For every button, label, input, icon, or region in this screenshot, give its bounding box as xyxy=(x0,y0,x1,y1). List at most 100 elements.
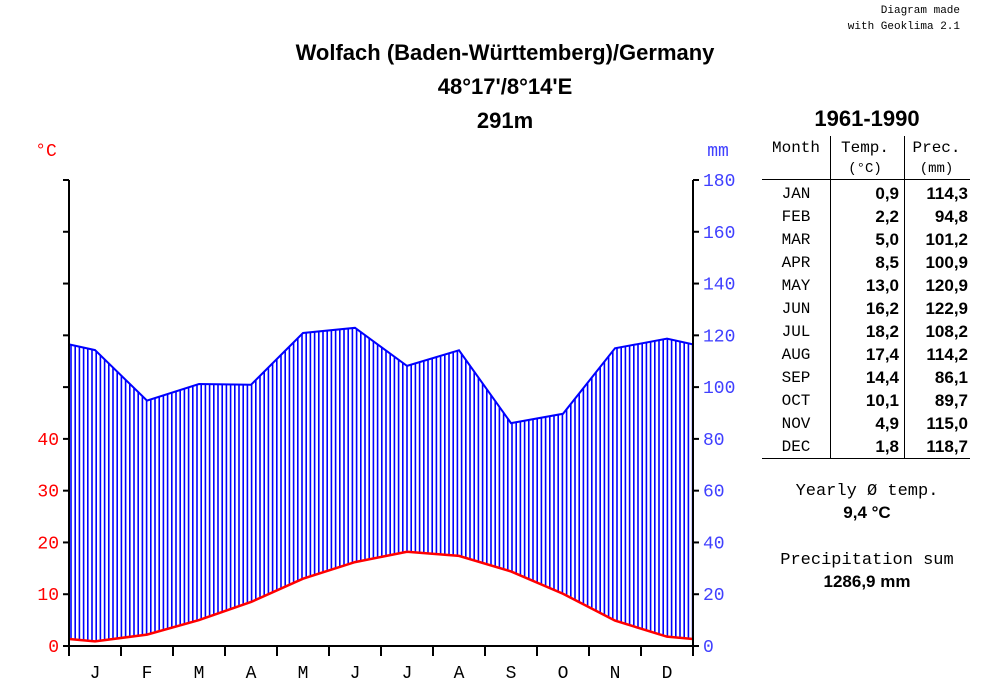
row-prec: 115,0 xyxy=(904,412,970,435)
precipitation-line xyxy=(68,326,694,425)
row-prec: 86,1 xyxy=(904,366,970,389)
row-prec: 114,3 xyxy=(904,179,970,205)
row-month: FEB xyxy=(781,207,811,226)
row-temp: 14,4 xyxy=(830,366,905,389)
precipitation-point xyxy=(146,399,148,402)
right-tick-label: 60 xyxy=(703,483,725,503)
precipitation-hatching xyxy=(70,328,694,642)
precip-sum-value: 1286,9 mm xyxy=(823,572,911,591)
temperature-point xyxy=(198,619,200,621)
table-row: MAR 5,0 101,2 xyxy=(762,228,970,251)
station-coordinates: 48°17'/8°14'E xyxy=(437,74,573,99)
row-prec: 114,2 xyxy=(904,343,970,366)
row-month: MAR xyxy=(781,230,811,249)
right-tick-label: 80 xyxy=(703,431,725,451)
col-prec-header: Prec. xyxy=(904,136,970,159)
row-month: DEC xyxy=(762,435,831,459)
table-row: JAN 0,9 114,3 xyxy=(762,179,970,205)
row-prec: 122,9 xyxy=(904,297,970,320)
precipitation-point xyxy=(458,349,460,352)
left-tick-label: 40 xyxy=(37,431,59,451)
temperature-point xyxy=(666,635,668,638)
row-temp: 0,9 xyxy=(830,179,905,205)
x-tick-label: F xyxy=(142,664,153,684)
row-month: MAY xyxy=(781,276,811,295)
table-row: OCT 10,1 89,7 xyxy=(762,389,970,412)
credit-line-1: Diagram made xyxy=(880,5,960,17)
precipitation-point xyxy=(198,383,200,385)
row-prec: 101,2 xyxy=(904,228,970,251)
precipitation-point xyxy=(562,412,564,415)
x-tick-label: A xyxy=(454,664,465,684)
table-row: MAY 13,0 120,9 xyxy=(762,274,970,297)
table-row: FEB 2,2 94,8 xyxy=(762,205,970,228)
row-prec: 118,7 xyxy=(904,435,970,459)
row-temp: 17,4 xyxy=(830,343,905,366)
row-month: AUG xyxy=(781,345,811,364)
precip-sum-block: Precipitation sum 1286,9 mm xyxy=(762,551,972,592)
credit-line-2: with Geoklima 2.1 xyxy=(847,21,960,33)
row-month: NOV xyxy=(781,414,811,433)
left-tick-label: 20 xyxy=(37,534,59,554)
right-axis-label: mm xyxy=(707,142,729,162)
period-label: 1961-1990 xyxy=(814,106,920,131)
table-row: NOV 4,9 115,0 xyxy=(762,412,970,435)
temperature-point xyxy=(354,561,356,563)
station-elevation: 291m xyxy=(476,108,534,133)
row-temp: 13,0 xyxy=(830,274,905,297)
row-prec: 120,9 xyxy=(904,274,970,297)
row-temp: 8,5 xyxy=(830,251,905,274)
col-month-header: Month xyxy=(771,138,820,157)
row-prec: 89,7 xyxy=(904,389,970,412)
row-month: JAN xyxy=(762,179,831,205)
precip-sum-label: Precipitation sum xyxy=(780,551,954,570)
temperature-point xyxy=(510,570,512,573)
left-axis-label: °C xyxy=(35,142,57,162)
row-temp: 2,2 xyxy=(830,205,905,228)
row-temp: 16,2 xyxy=(830,297,905,320)
temperature-point xyxy=(458,555,460,557)
precipitation-point xyxy=(250,383,252,386)
yearly-temp-block: Yearly Ø temp. 9,4 °C xyxy=(762,482,972,523)
table-row: APR 8,5 100,9 xyxy=(762,251,970,274)
temperature-point xyxy=(302,577,304,580)
right-tick-label: 160 xyxy=(703,224,735,244)
precipitation-point xyxy=(614,347,616,350)
right-tick-label: 100 xyxy=(703,379,735,399)
right-tick-label: 180 xyxy=(703,172,735,192)
row-prec: 108,2 xyxy=(904,320,970,343)
row-prec: 94,8 xyxy=(904,205,970,228)
table-row: AUG 17,4 114,2 xyxy=(762,343,970,366)
x-tick-label: N xyxy=(610,664,621,684)
row-temp: 18,2 xyxy=(830,320,905,343)
row-month: SEP xyxy=(781,368,811,387)
row-temp: 10,1 xyxy=(830,389,905,412)
x-tick-label: M xyxy=(298,664,309,684)
x-tick-label: O xyxy=(558,664,569,684)
yearly-temp-label: Yearly Ø temp. xyxy=(795,482,939,501)
row-month: JUN xyxy=(781,299,811,318)
right-tick-label: 40 xyxy=(703,534,725,554)
left-tick-label: 10 xyxy=(37,586,59,606)
x-tick-label: A xyxy=(246,664,257,684)
temperature-line xyxy=(68,550,694,643)
col-temp-unit: (°C) xyxy=(830,159,905,180)
station-title: Wolfach (Baden-Württemberg)/Germany xyxy=(295,40,715,65)
col-prec-unit: (mm) xyxy=(904,159,970,180)
x-tick-label: J xyxy=(90,664,101,684)
temperature-point xyxy=(562,592,564,595)
table-row: JUL 18,2 108,2 xyxy=(762,320,970,343)
precipitation-point xyxy=(94,349,96,351)
climate-table: Month Temp. Prec. (°C) (mm) JAN 0,9 114,3 … xyxy=(762,136,970,459)
temperature-point xyxy=(406,550,408,553)
left-tick-label: 0 xyxy=(48,638,59,658)
row-temp: 5,0 xyxy=(830,228,905,251)
temperature-point xyxy=(614,619,616,622)
precipitation-point xyxy=(406,365,408,367)
x-tick-label: J xyxy=(402,664,413,684)
x-tick-label: S xyxy=(506,664,517,684)
precipitation-point xyxy=(302,332,304,334)
table-row: SEP 14,4 86,1 xyxy=(762,366,970,389)
temperature-point xyxy=(94,640,96,643)
right-tick-label: 140 xyxy=(703,276,735,296)
